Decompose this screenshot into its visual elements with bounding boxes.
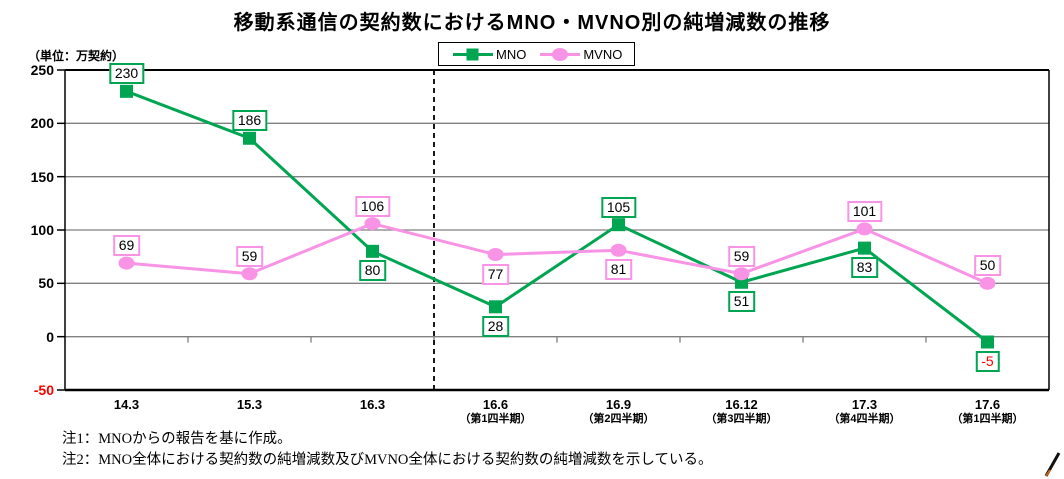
legend-label-mvno: MVNO [583,46,623,62]
note-1: 注1：MNOからの報告を基に作成。 [62,431,292,447]
mvno-marker-6 [856,222,873,236]
mvno-marker-0 [118,256,135,270]
mno-marker-7 [981,335,994,349]
mno-line [125,89,989,344]
legend-item-mno: MNO [451,47,526,62]
mno-marker-2 [366,244,379,258]
mvno-marker-5 [733,267,750,281]
mno-marker-1 [243,131,256,145]
mvno-marker-1 [241,267,258,281]
mno-marker-3 [489,300,502,314]
mvno-marker-7 [979,276,996,290]
mno-marker-6 [858,241,871,255]
note-2: 注2：MNO全体における契約数の純増減数及びMVNO全体における契約数の純増減数… [62,452,713,469]
chart-title: 移動系通信の契約数におけるMNO・MVNO別の純増減数の推移 [233,12,831,34]
mno-marker-4 [612,218,625,232]
corner-artifact-accent [1045,469,1051,477]
mvno-line [126,222,989,285]
corner-artifact [1044,452,1061,477]
unit-label: （単位：万契約） [28,49,125,63]
legend-item-mvno: MVNO [538,47,622,62]
legend-square-marker [466,48,479,60]
mvno-marker-3 [487,248,504,262]
legend-label-mno: MNO [496,46,527,62]
legend-circle-marker [552,47,569,61]
mno-marker-0 [120,84,133,98]
mvno-marker-2 [364,217,381,231]
mvno-marker-4 [610,243,627,257]
mno-legend-marker-icon [453,48,493,60]
mvno-legend-marker-icon [540,47,581,61]
legend: MNO MVNO [438,42,636,66]
notes: 注1：MNOからの報告を基に作成。 注2：MNO全体における契約数の純増減数及び… [62,429,712,471]
